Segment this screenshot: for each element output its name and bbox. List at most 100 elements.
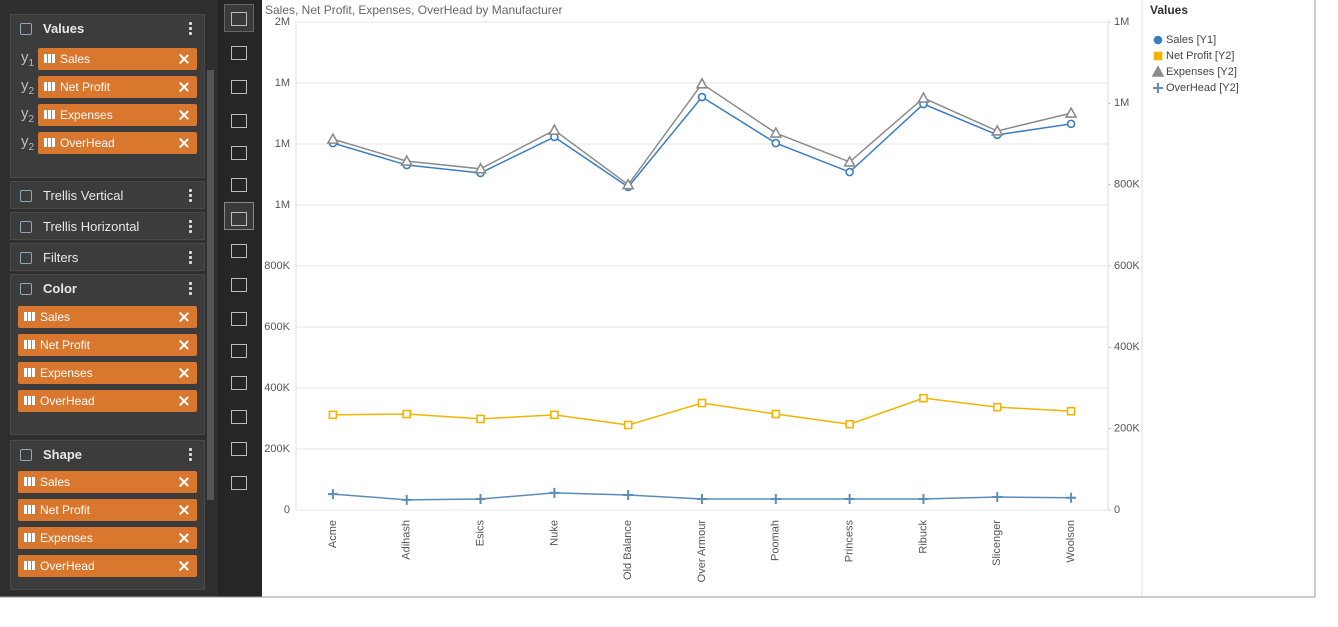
field-label: Expenses [60,108,113,122]
axis-index: 1 [28,58,35,69]
field-icon [44,82,55,91]
y2-tick-label: 600K [1114,260,1140,272]
y-tick-label: 200K [264,443,290,455]
toolbar [218,0,262,597]
data-point [549,487,560,498]
data-point [992,491,1003,502]
section-icon [20,449,32,461]
field-pill[interactable]: Expenses [38,104,197,126]
data-point [917,91,930,103]
data-point [990,124,1004,136]
axis-letter: y [21,49,29,66]
field-pill[interactable]: OverHead [18,390,197,412]
field-pill[interactable]: Net Profit [18,334,197,356]
field-panel: Values y1 Sales y2 Net Profit y2 Expenses y2 Ove… [0,0,218,597]
legend-marker [1151,65,1165,77]
legend-marker [1153,51,1163,61]
menu-button[interactable] [189,251,192,266]
field-label: Expenses [40,366,93,380]
y2-tick-label: 1M [1114,97,1129,109]
data-point [623,420,633,430]
tool-icon[interactable] [231,80,247,94]
axis-label: y1 [21,49,34,69]
tool-icon[interactable] [231,278,247,292]
section-icon [20,23,32,35]
field-pill[interactable]: Sales [38,48,197,70]
legend-label: Expenses [Y2] [1166,66,1237,78]
y2-tick-label: 0 [1114,504,1120,516]
field-pill[interactable]: Sales [18,306,197,328]
x-tick-label: Woolson [1065,520,1077,563]
field-pill[interactable]: Net Profit [38,76,197,98]
field-icon [44,110,55,119]
tool-icon[interactable] [231,344,247,358]
tool-icon[interactable] [231,212,247,226]
tool-icon[interactable] [231,410,247,424]
y2-tick-label: 1M [1114,16,1129,28]
y-tick-label: 2M [275,16,290,28]
tool-selected[interactable] [224,4,254,32]
panel-section: Color Sales Net Profit Expenses OverHead [10,274,205,435]
tool-icon[interactable] [231,312,247,326]
legend-label: Net Profit [Y2] [1166,50,1234,62]
field-pill[interactable]: OverHead [18,555,197,577]
menu-button[interactable] [189,22,192,37]
field-icon [24,396,35,405]
menu-button[interactable] [189,282,192,297]
section-title: Shape [43,447,83,462]
axis-letter: y [21,105,29,122]
field-pill[interactable]: Expenses [18,362,197,384]
menu-button[interactable] [189,220,192,235]
tool-icon[interactable] [231,12,247,26]
tool-icon[interactable] [231,376,247,390]
data-point [1066,406,1076,416]
data-point [845,167,854,177]
data-point [771,138,781,148]
section-icon [20,190,32,202]
menu-button[interactable] [189,448,192,463]
tool-icon[interactable] [231,442,247,456]
data-point [845,419,854,429]
y-tick-label: 800K [264,260,290,272]
legend-panel [1142,0,1316,597]
data-point [474,162,487,174]
legend-label: Sales [Y1] [1166,34,1216,46]
legend-marker [1153,83,1163,93]
section-title: Color [43,281,77,296]
data-point [327,489,338,500]
tool-icon[interactable] [231,476,247,490]
section-title: Trellis Horizontal [43,219,140,234]
field-label: Sales [40,475,71,489]
field-pill[interactable]: Sales [18,471,197,493]
legend-title: Values [1150,3,1188,17]
panel-section: Shape Sales Net Profit Expenses OverHead [10,440,205,590]
data-point [919,393,928,403]
field-icon [24,368,35,377]
tool-icon[interactable] [231,244,247,258]
data-point [476,414,485,424]
data-point [548,123,561,135]
data-point [695,77,709,89]
axis-label: y2 [21,105,34,125]
tool-icon[interactable] [231,46,247,60]
field-pill[interactable]: OverHead [38,132,197,154]
section-icon [20,221,32,233]
data-point [328,410,338,420]
tool-icon[interactable] [231,114,247,128]
tool-icon[interactable] [231,146,247,160]
menu-button[interactable] [189,189,192,204]
tool-icon[interactable] [231,178,247,192]
field-pill[interactable]: Expenses [18,527,197,549]
y-tick-label: 0 [284,504,290,516]
field-label: Net Profit [40,503,91,517]
field-icon [24,312,35,321]
field-label: Expenses [40,531,93,545]
field-icon [24,505,35,514]
y-tick-label: 1M [275,138,290,150]
field-pill[interactable]: Net Profit [18,499,197,521]
y-tick-label: 600K [264,321,290,333]
field-icon [44,54,55,63]
data-point [475,494,486,505]
